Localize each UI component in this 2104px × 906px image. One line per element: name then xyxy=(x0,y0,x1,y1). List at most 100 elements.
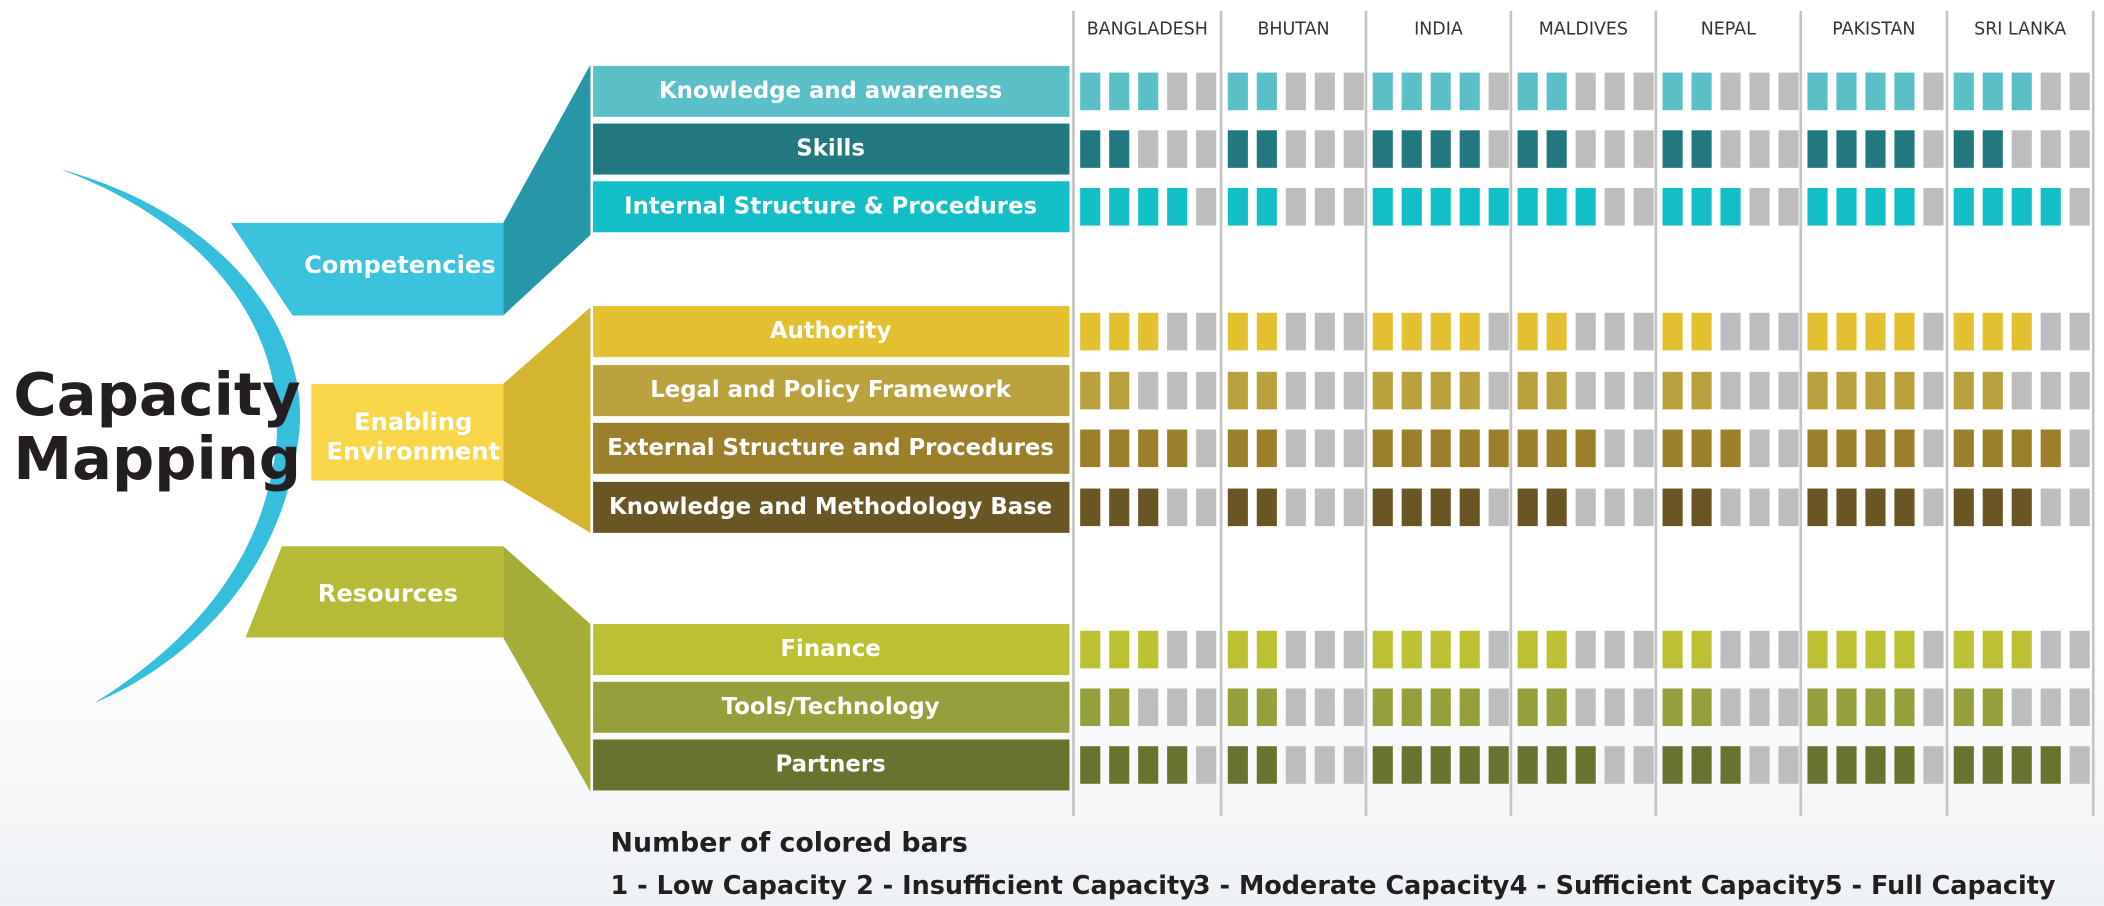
score-bar xyxy=(1633,312,1654,351)
score-bar xyxy=(1720,371,1741,410)
score-cell xyxy=(1372,371,1509,410)
row-label-box xyxy=(593,306,1070,358)
score-bar xyxy=(1196,371,1217,410)
score-bar xyxy=(1575,746,1596,784)
score-bar xyxy=(1430,72,1451,111)
score-bar xyxy=(1227,688,1248,727)
score-bar xyxy=(1256,72,1277,111)
score-bar xyxy=(1546,187,1567,226)
score-bar xyxy=(1080,187,1101,226)
score-bar xyxy=(1314,630,1335,669)
score-bar xyxy=(2011,130,2032,168)
score-bar xyxy=(2040,72,2061,111)
score-bar xyxy=(1807,630,1828,669)
score-bar xyxy=(1372,130,1393,168)
score-bar xyxy=(1517,130,1538,168)
score-bar xyxy=(1459,187,1480,226)
score-bar xyxy=(1982,130,2003,168)
score-cell xyxy=(1372,312,1509,351)
score-bar xyxy=(1517,488,1538,527)
score-bar xyxy=(1807,746,1828,784)
score-cell xyxy=(1953,72,2090,111)
score-bar xyxy=(1662,746,1683,784)
score-bar xyxy=(1778,72,1799,111)
score-bar xyxy=(1343,130,1364,168)
score-bar xyxy=(1982,371,2003,410)
score-bar xyxy=(1836,688,1857,727)
score-bar xyxy=(1894,429,1915,468)
group-label: Enabling xyxy=(354,408,472,436)
score-bar xyxy=(1982,630,2003,669)
score-bar xyxy=(2011,72,2032,111)
arc xyxy=(60,169,301,704)
score-bar xyxy=(1894,746,1915,784)
score-bar xyxy=(1982,746,2003,784)
score-bar xyxy=(1749,187,1770,226)
score-bar xyxy=(1923,312,1944,351)
score-bar xyxy=(1982,312,2003,351)
score-bar xyxy=(2040,312,2061,351)
score-bar xyxy=(1778,630,1799,669)
score-bar xyxy=(1256,746,1277,784)
score-bar xyxy=(1865,429,1886,468)
score-cell xyxy=(1807,746,1944,784)
score-bar xyxy=(1778,130,1799,168)
score-bar xyxy=(1575,630,1596,669)
score-bar xyxy=(1749,371,1770,410)
row-label-box xyxy=(593,481,1070,533)
score-bar xyxy=(1167,746,1188,784)
group-tab xyxy=(230,222,504,316)
score-bar xyxy=(1546,429,1567,468)
score-cell xyxy=(1662,371,1799,410)
score-bar xyxy=(1720,429,1741,468)
score-bar xyxy=(1546,630,1567,669)
score-bar xyxy=(1196,488,1217,527)
score-bar xyxy=(1196,187,1217,226)
row-label-box xyxy=(593,422,1070,474)
score-bar xyxy=(1836,187,1857,226)
score-bar xyxy=(1691,488,1712,527)
score-bar xyxy=(1109,187,1130,226)
score-bar xyxy=(1314,371,1335,410)
score-bar xyxy=(1633,72,1654,111)
score-bar xyxy=(1604,429,1625,468)
score-bar xyxy=(1604,187,1625,226)
score-bar xyxy=(1285,312,1306,351)
score-bar xyxy=(1691,187,1712,226)
row-label rowlab: External Structure and Procedures xyxy=(607,435,1054,461)
score-bar xyxy=(1227,72,1248,111)
score-bar xyxy=(1138,429,1159,468)
score-bar xyxy=(1662,630,1683,669)
score-bar xyxy=(1662,312,1683,351)
score-bar xyxy=(1517,72,1538,111)
score-cell xyxy=(1517,488,1654,527)
score-bar xyxy=(1167,429,1188,468)
score-bar xyxy=(1372,312,1393,351)
score-bar xyxy=(1953,429,1974,468)
score-cell xyxy=(1080,130,1217,168)
row-label-box xyxy=(593,739,1070,791)
score-bar xyxy=(1720,688,1741,727)
score-bar xyxy=(1923,746,1944,784)
score-bar xyxy=(1633,688,1654,727)
score-bar xyxy=(1227,130,1248,168)
score-bar xyxy=(1517,746,1538,784)
row-label rowlab: Tools/Technology xyxy=(722,694,940,720)
score-bar xyxy=(1604,488,1625,527)
score-bar xyxy=(1604,630,1625,669)
score-bar xyxy=(1430,187,1451,226)
score-bar xyxy=(1488,688,1509,727)
score-bar xyxy=(1138,488,1159,527)
row-label rowlab: Knowledge and Methodology Base xyxy=(609,494,1052,520)
score-bar xyxy=(1459,488,1480,527)
score-bar xyxy=(1167,371,1188,410)
score-bar xyxy=(1604,72,1625,111)
score-bar xyxy=(1923,187,1944,226)
score-bar xyxy=(1778,746,1799,784)
score-bar xyxy=(1865,187,1886,226)
score-cell xyxy=(1662,130,1799,168)
row-label rowlab: Authority xyxy=(770,318,892,344)
score-bar xyxy=(1720,187,1741,226)
score-bar xyxy=(1488,488,1509,527)
